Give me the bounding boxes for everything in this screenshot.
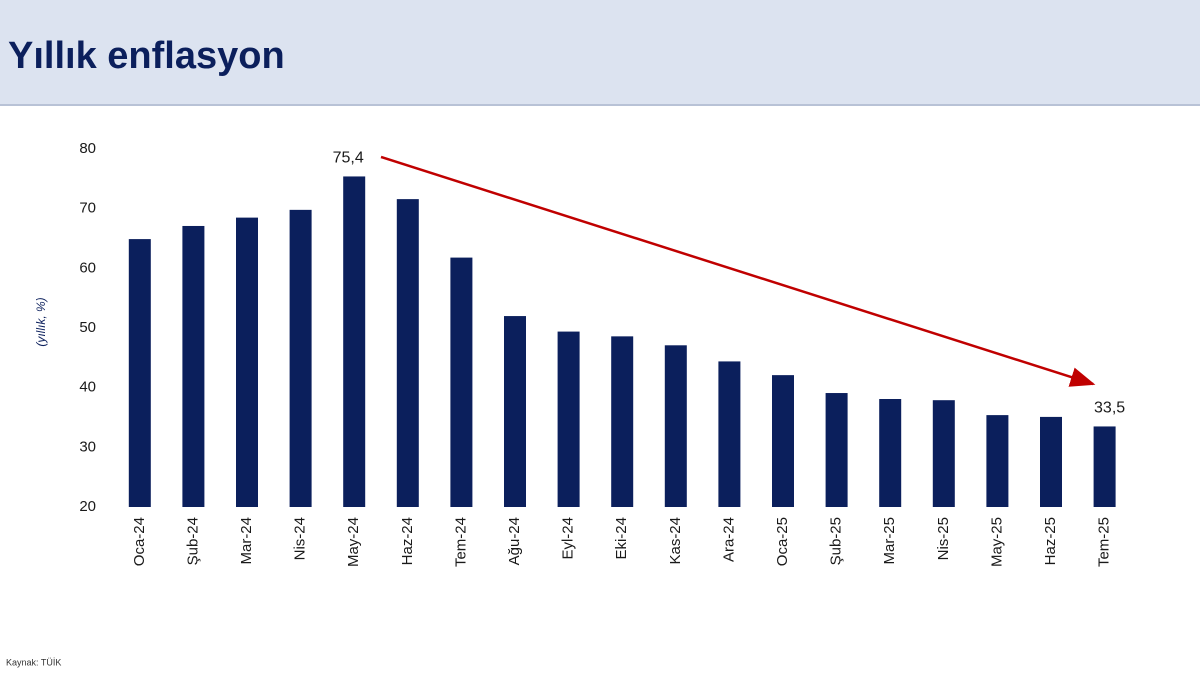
bar <box>128 239 151 507</box>
x-tick-label: Nis-25 <box>935 517 952 560</box>
y-tick-label: 60 <box>79 259 96 276</box>
bar <box>772 375 794 507</box>
x-tick-label: Oca-24 <box>131 517 148 566</box>
bar <box>611 336 634 507</box>
y-tick-label: 40 <box>79 379 96 396</box>
bar <box>450 257 473 507</box>
value-label: 33,5 <box>1094 400 1125 417</box>
x-tick-label: Eyl-24 <box>560 517 577 560</box>
x-tick-label: May-25 <box>988 517 1005 567</box>
bar <box>289 209 312 508</box>
value-label: 75,4 <box>333 150 364 167</box>
x-tick-label: Şub-25 <box>828 517 845 565</box>
source-note: Kaynak: TÜİK <box>6 657 61 667</box>
bar <box>504 316 526 507</box>
x-tick-label: Oca-25 <box>774 517 791 566</box>
bar <box>825 393 848 507</box>
bar <box>236 217 258 507</box>
bar <box>1093 426 1116 507</box>
x-tick-label: Ara-24 <box>720 517 737 562</box>
trend-arrow <box>380 155 1096 387</box>
y-tick-label: 70 <box>79 200 96 217</box>
x-tick-label: Tem-24 <box>452 517 469 567</box>
x-tick-label: Tem-25 <box>1096 517 1113 567</box>
bar <box>986 415 1009 507</box>
bar <box>557 331 580 507</box>
bar <box>879 399 902 507</box>
bar <box>718 361 741 507</box>
y-tick-label: 50 <box>79 319 96 336</box>
bar <box>1040 416 1062 507</box>
x-tick-label: Mar-24 <box>238 517 255 565</box>
slide-title: Yıllık enflasyon <box>8 35 285 77</box>
x-tick-label: Eki-24 <box>613 517 630 560</box>
x-tick-label: Haz-24 <box>399 517 416 565</box>
x-tick-label: Mar-25 <box>881 517 898 565</box>
bar <box>932 400 955 507</box>
x-tick-label: Kas-24 <box>667 517 684 565</box>
y-tick-label: 20 <box>79 498 96 515</box>
x-tick-label: Haz-25 <box>1042 517 1059 565</box>
bar <box>182 225 205 507</box>
y-tick-label: 30 <box>79 438 96 455</box>
y-tick-label: 80 <box>79 140 96 157</box>
x-tick-label: Şub-24 <box>184 517 201 565</box>
bar <box>396 199 419 507</box>
bar <box>343 176 366 508</box>
x-tick-label: May-24 <box>345 517 362 567</box>
y-axis-label: (yıllık, %) <box>34 297 48 346</box>
x-tick-label: Ağu-24 <box>506 517 523 565</box>
header-band <box>0 0 1200 105</box>
bar <box>664 345 687 507</box>
x-tick-label: Nis-24 <box>292 517 309 560</box>
